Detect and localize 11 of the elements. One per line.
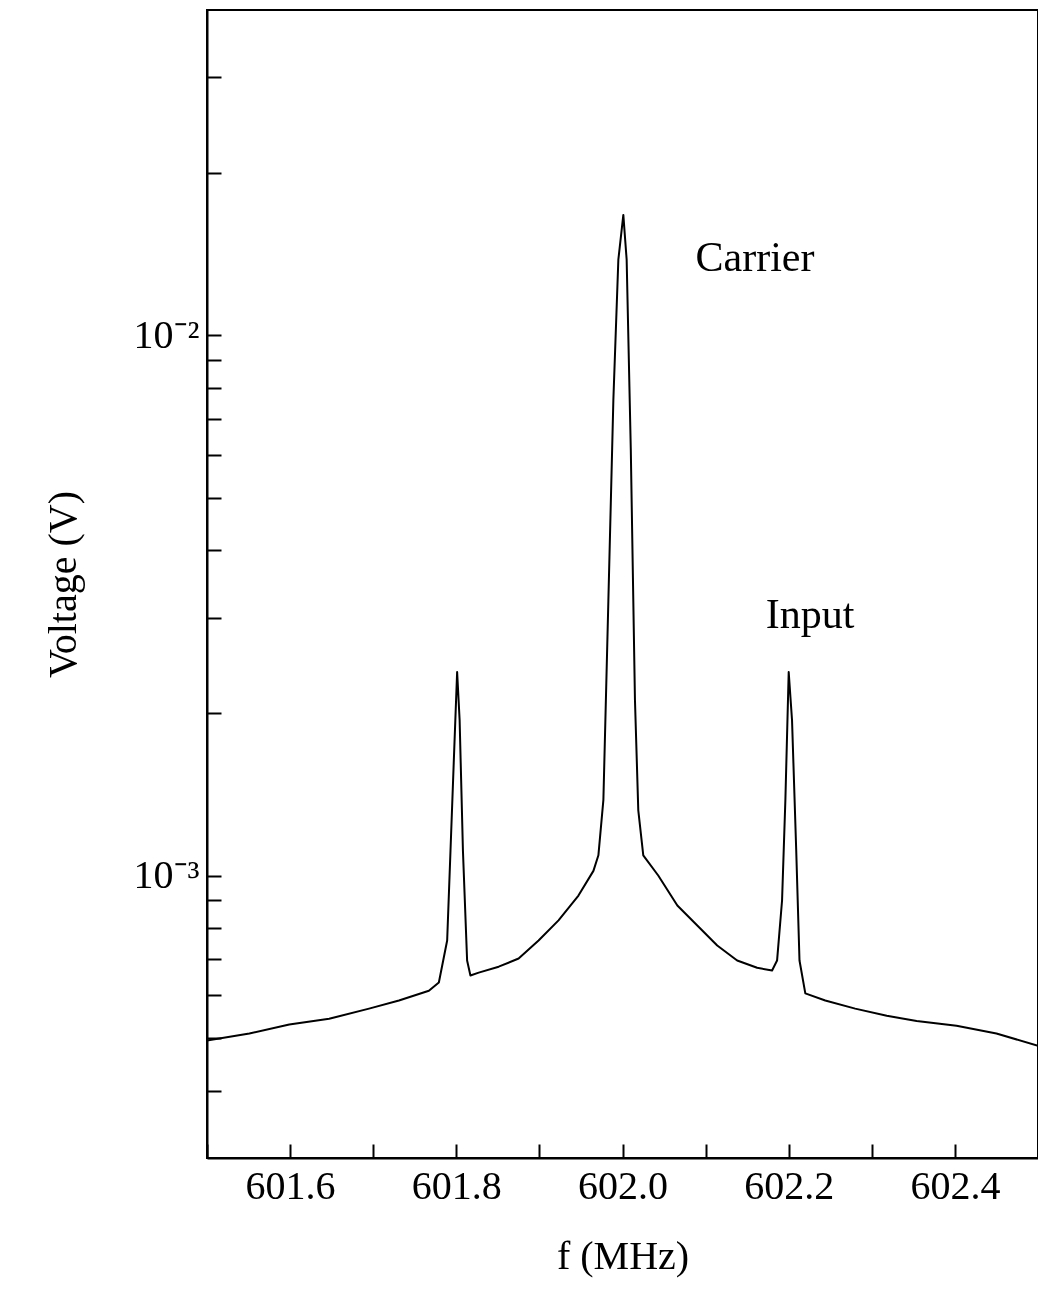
x-axis-title: f (MHz) [556, 1232, 690, 1278]
x-tick-label: 602.0 [578, 1162, 668, 1208]
x-tick-label: 601.8 [411, 1162, 502, 1208]
y-tick-label: 10⁻² [133, 311, 200, 357]
y-axis-title: Voltage (V) [39, 491, 85, 678]
x-tick-label: 601.6 [245, 1162, 336, 1208]
annotation: Input [765, 591, 855, 637]
x-tick-label: 602.2 [744, 1162, 835, 1208]
annotation: Carrier [695, 234, 815, 280]
y-tick-label: 10⁻³ [133, 852, 200, 898]
x-tick-label: 602.4 [910, 1162, 1001, 1208]
